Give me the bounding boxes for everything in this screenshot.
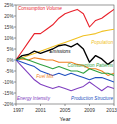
x-tick: [89, 104, 90, 106]
series-group: [16, 9, 114, 90]
x-tick-label: 2005: [60, 108, 71, 113]
plot-frame: [16, 5, 114, 104]
x-tick: [16, 104, 17, 106]
series-line: [16, 60, 114, 91]
y-tick: [14, 5, 16, 6]
y-tick: [14, 38, 16, 39]
series-label: Production Structure: [71, 96, 113, 101]
x-tick-label: 2001: [35, 108, 46, 113]
x-tick-label: 2009: [84, 108, 95, 113]
x-tick-label: 2013: [106, 108, 117, 113]
series-label: Consumption Patterns: [68, 63, 114, 68]
y-tick: [14, 16, 16, 17]
y-tick-label: -10%: [3, 80, 14, 85]
series-line: [16, 58, 114, 76]
chart: -20% -15% -10% -5% 0% 5% 10% 15% 20% 25% 1997 2001 2…: [0, 0, 117, 124]
x-axis-label: Year: [59, 116, 70, 122]
y-tick: [14, 82, 16, 83]
y-tick-label: -20%: [3, 102, 14, 107]
y-tick-label: 10%: [4, 36, 13, 41]
series-line: [16, 60, 114, 82]
y-tick-label: 0%: [7, 58, 14, 63]
y-tick: [14, 49, 16, 50]
x-tick: [40, 104, 41, 106]
series-line: [16, 58, 114, 76]
y-tick-label: 25%: [4, 3, 13, 8]
series-label: Emissions: [50, 49, 72, 54]
y-tick: [14, 27, 16, 28]
series-label: Consumption Volume: [18, 6, 62, 11]
x-tick: [65, 104, 66, 106]
y-tick-label: 20%: [4, 14, 13, 19]
series-label: Fuel Mix: [36, 74, 54, 79]
y-tick: [14, 93, 16, 94]
x-tick: [114, 104, 115, 106]
x-tick-label: 1997: [13, 108, 24, 113]
y-tick-label: 15%: [4, 25, 13, 30]
y-tick-label: -15%: [3, 91, 14, 96]
y-tick: [14, 60, 16, 61]
y-tick-label: 5%: [7, 47, 14, 52]
y-tick-label: -5%: [5, 69, 13, 74]
series-label: Population: [91, 40, 113, 45]
series-label: Energy Intensity: [17, 96, 51, 101]
y-tick: [14, 71, 16, 72]
